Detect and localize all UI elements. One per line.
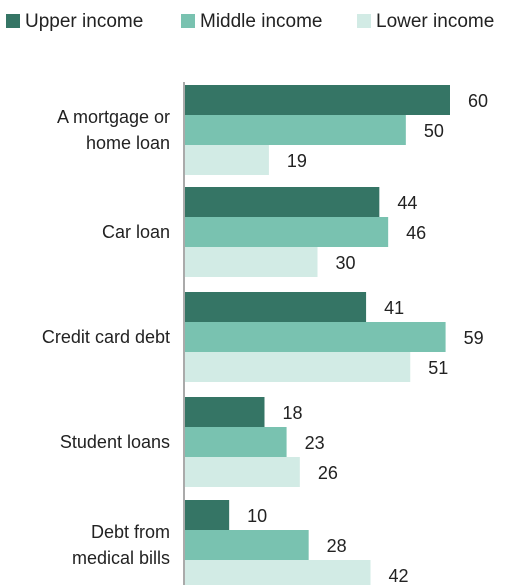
bar-upper-income-5	[185, 500, 230, 530]
category-label-5-line-2: medical bills	[72, 548, 170, 568]
legend-label-middle-income: Middle income	[200, 11, 323, 32]
value-label-middle-income-1: 50	[424, 121, 444, 141]
value-label-lower-income-1: 19	[287, 151, 307, 171]
value-label-middle-income-4: 23	[305, 433, 325, 453]
bar-lower-income-4	[185, 457, 300, 487]
value-label-lower-income-3: 51	[428, 358, 448, 378]
bar-upper-income-2	[185, 187, 380, 217]
category-label-2-line-1: Car loan	[102, 222, 170, 242]
legend-swatch-lower-income	[357, 14, 371, 28]
legend-swatch-middle-income	[181, 14, 195, 28]
bar-middle-income-4	[185, 427, 287, 457]
category-label-5-line-1: Debt from	[91, 522, 170, 542]
value-label-upper-income-3: 41	[384, 298, 404, 318]
value-label-upper-income-1: 60	[468, 91, 488, 111]
bar-lower-income-1	[185, 145, 269, 175]
bar-middle-income-5	[185, 530, 309, 560]
category-labels: A mortgage or home loan Car loan Credit car…	[42, 107, 170, 568]
value-label-middle-income-2: 46	[406, 223, 426, 243]
legend-label-lower-income: Lower income	[376, 11, 494, 32]
value-label-upper-income-5: 10	[247, 506, 267, 526]
bar-lower-income-2	[185, 247, 318, 277]
bar-upper-income-4	[185, 397, 265, 427]
bar-lower-income-3	[185, 352, 411, 382]
bar-middle-income-1	[185, 115, 406, 145]
category-label-3-line-1: Credit card debt	[42, 327, 170, 347]
value-label-middle-income-5: 28	[327, 536, 347, 556]
value-label-middle-income-3: 59	[464, 328, 484, 348]
legend-label-upper-income: Upper income	[25, 11, 143, 32]
bar-middle-income-3	[185, 322, 446, 352]
category-label-4-line-1: Student loans	[60, 432, 170, 452]
bar-upper-income-3	[185, 292, 367, 322]
bar-lower-income-5	[185, 560, 371, 585]
legend-swatch-upper-income	[6, 14, 20, 28]
value-label-lower-income-2: 30	[336, 253, 356, 273]
bar-middle-income-2	[185, 217, 389, 247]
bar-upper-income-1	[185, 85, 450, 115]
value-label-lower-income-5: 42	[389, 566, 409, 585]
value-label-upper-income-2: 44	[397, 193, 417, 213]
category-label-1-line-1: A mortgage or	[57, 107, 170, 127]
bars	[185, 85, 450, 585]
category-label-1-line-2: home loan	[86, 133, 170, 153]
legend: Upper income Middle income Lower income	[6, 11, 494, 32]
value-label-upper-income-4: 18	[283, 403, 303, 423]
value-label-lower-income-4: 26	[318, 463, 338, 483]
